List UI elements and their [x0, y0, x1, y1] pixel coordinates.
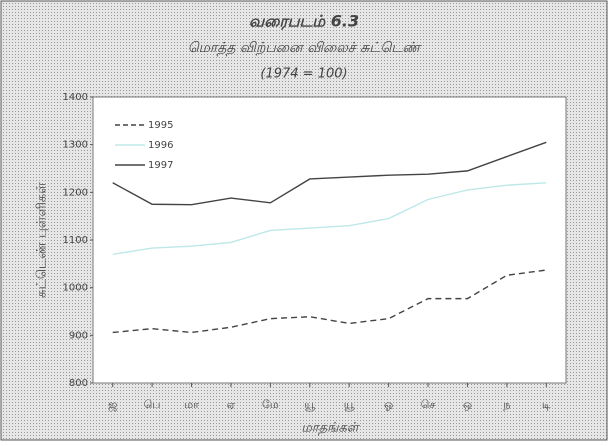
legend-label: 1996: [148, 140, 173, 151]
x-tick-label: மா: [184, 398, 199, 411]
x-axis-label: மாதங்கள்: [301, 421, 360, 437]
x-tick-label: ஒ: [463, 398, 472, 411]
x-tick-label: யூ: [344, 398, 355, 411]
x-tick-label: யூ: [304, 398, 315, 411]
x-tick-label: மே: [262, 398, 279, 411]
series-line: [112, 182, 547, 255]
x-tick-label: ஜ: [108, 398, 117, 412]
y-tick-label: 1000: [63, 283, 88, 294]
x-tick-label: ஏ: [227, 398, 236, 411]
y-tick-label: 1200: [63, 187, 88, 198]
x-tick-label: ந: [503, 398, 510, 411]
series-line: [112, 269, 547, 334]
y-tick-label: 1300: [63, 140, 88, 151]
plot-area: [92, 96, 567, 384]
chart-note: (1974 = 100): [260, 67, 347, 82]
y-tick-label: 1100: [63, 235, 88, 246]
legend-label: 1997: [148, 160, 173, 171]
y-tick-label: 900: [69, 330, 88, 341]
x-tick-label: டி: [542, 398, 551, 411]
x-tick-label: ஓ: [384, 398, 393, 411]
legend-label: 1995: [148, 120, 173, 131]
series-line: [112, 141, 547, 206]
x-tick-label: பெ: [144, 398, 161, 411]
chart-title: வரைபடம் 6.3: [249, 12, 359, 31]
chart-subtitle: மொத்த விற்பனை விலைச் சுட்டெண்: [188, 40, 423, 57]
y-tick-label: 1400: [63, 92, 88, 103]
y-axis-label: சுட்டெண் புள்ளிகள்: [35, 182, 50, 298]
x-tick-label: செ: [421, 398, 436, 411]
y-tick-label: 800: [69, 378, 88, 389]
